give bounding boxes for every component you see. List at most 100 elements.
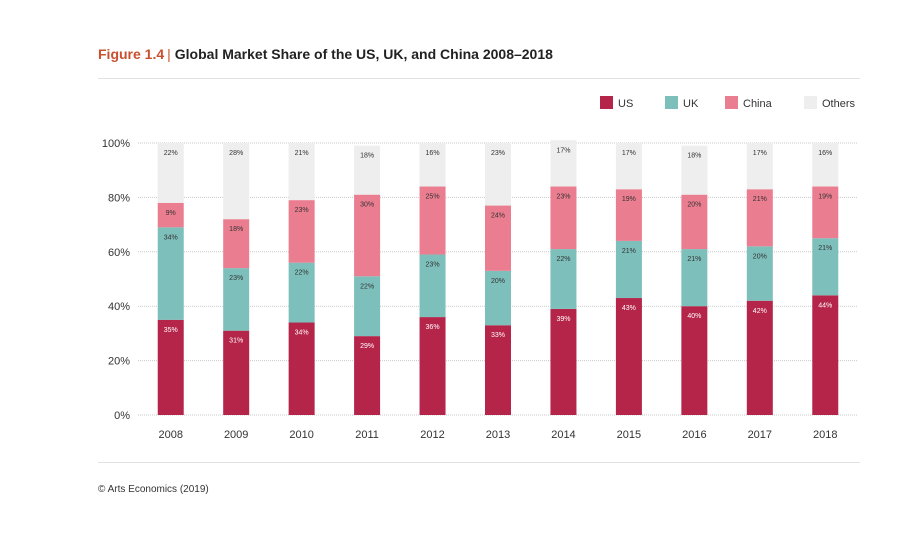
bar-segment-china (157, 202, 184, 228)
data-label: 43% (622, 305, 636, 312)
bar-segment-others (419, 143, 446, 187)
bar-segment-china (485, 205, 511, 271)
legend-label: UK (683, 98, 699, 110)
data-label: 22% (164, 150, 178, 157)
data-label: 23% (556, 194, 570, 201)
bar-segment-china (615, 189, 642, 241)
data-label: 34% (164, 234, 178, 241)
bar-segment-us (157, 319, 184, 415)
bar-segment-us (812, 295, 839, 415)
data-label: 24% (491, 213, 505, 220)
x-tick-label: 2015 (617, 429, 641, 441)
y-tick-label: 40% (108, 301, 130, 313)
data-label: 21% (818, 245, 832, 252)
data-label: 18% (229, 226, 243, 233)
bar-segment-china (223, 219, 250, 269)
source-note: © Arts Economics (2019) (98, 484, 209, 495)
bar-segment-others (746, 143, 773, 190)
bar-segment-us (746, 300, 773, 415)
bar-segment-uk (812, 238, 839, 296)
data-label: 44% (818, 302, 832, 309)
data-label: 30% (360, 202, 374, 209)
data-label: 23% (229, 275, 243, 282)
bar-segment-us (354, 336, 381, 415)
data-label: 18% (687, 153, 701, 160)
data-label: 21% (622, 248, 636, 255)
data-label: 16% (818, 150, 832, 157)
bar-segment-uk (485, 270, 511, 326)
bar-segment-uk (615, 240, 642, 299)
x-tick-label: 2018 (813, 429, 837, 441)
data-label: 36% (426, 324, 440, 331)
x-tick-label: 2014 (551, 429, 575, 441)
bar-segment-uk (288, 262, 315, 323)
bar-segment-china (681, 194, 708, 250)
data-label: 9% (166, 210, 176, 217)
bar-segment-china (746, 189, 773, 247)
x-tick-label: 2008 (158, 429, 182, 441)
legend-label: China (743, 98, 773, 110)
data-label: 21% (295, 150, 309, 157)
data-label: 35% (164, 327, 178, 334)
bar-segment-us (288, 322, 315, 415)
figure-title-text: Global Market Share of the US, UK, and C… (174, 46, 553, 62)
bar-segment-others (288, 143, 315, 201)
bar-segment-uk (223, 268, 250, 331)
bar-segment-us (223, 330, 250, 415)
figure-title: Figure 1.4 | Global Market Share of the US… (98, 46, 553, 62)
bar-segment-china (419, 186, 446, 255)
x-tick-label: 2011 (355, 429, 379, 441)
x-tick-label: 2010 (289, 429, 313, 441)
data-label: 19% (818, 194, 832, 201)
y-tick-label: 60% (108, 247, 130, 259)
data-label: 39% (556, 316, 570, 323)
data-label: 17% (556, 147, 570, 154)
bar-segment-china (288, 200, 315, 263)
data-label: 18% (360, 153, 374, 160)
legend-swatch-china (725, 96, 738, 109)
data-label: 31% (229, 338, 243, 345)
data-label: 22% (556, 256, 570, 263)
source-divider (98, 462, 860, 463)
data-label: 17% (753, 150, 767, 157)
bar-segment-china (550, 186, 577, 250)
data-label: 21% (753, 196, 767, 203)
bar-segment-uk (681, 249, 708, 307)
x-tick-label: 2013 (486, 429, 510, 441)
bar-segment-us (681, 306, 708, 415)
figure-separator: | (167, 46, 171, 62)
data-label: 20% (491, 278, 505, 285)
data-label: 33% (491, 332, 505, 339)
y-tick-label: 0% (114, 410, 130, 422)
title-divider (98, 78, 860, 79)
data-label: 17% (622, 150, 636, 157)
data-label: 25% (426, 194, 440, 201)
data-label: 16% (426, 150, 440, 157)
legend-label: US (618, 98, 633, 110)
data-label: 40% (687, 313, 701, 320)
legend-label: Others (822, 98, 856, 110)
data-label: 19% (622, 196, 636, 203)
bar-segment-uk (419, 254, 446, 318)
data-label: 28% (229, 150, 243, 157)
data-label: 29% (360, 343, 374, 350)
bar-segment-uk (746, 246, 773, 301)
bar-segment-others (485, 143, 511, 206)
bar-segment-others (550, 140, 577, 187)
bar-segment-us (485, 325, 511, 415)
y-tick-label: 100% (102, 138, 130, 150)
bar-segment-uk (354, 276, 381, 337)
x-tick-label: 2012 (420, 429, 444, 441)
x-tick-label: 2017 (748, 429, 772, 441)
data-label: 20% (753, 253, 767, 260)
legend-swatch-others (804, 96, 817, 109)
data-label: 23% (426, 262, 440, 269)
y-tick-label: 20% (108, 356, 130, 368)
data-label: 22% (295, 270, 309, 277)
data-label: 23% (491, 150, 505, 157)
data-label: 21% (687, 256, 701, 263)
x-tick-label: 2016 (682, 429, 706, 441)
bar-segment-others (812, 143, 839, 187)
data-label: 42% (753, 308, 767, 315)
bar-segment-us (419, 317, 446, 415)
